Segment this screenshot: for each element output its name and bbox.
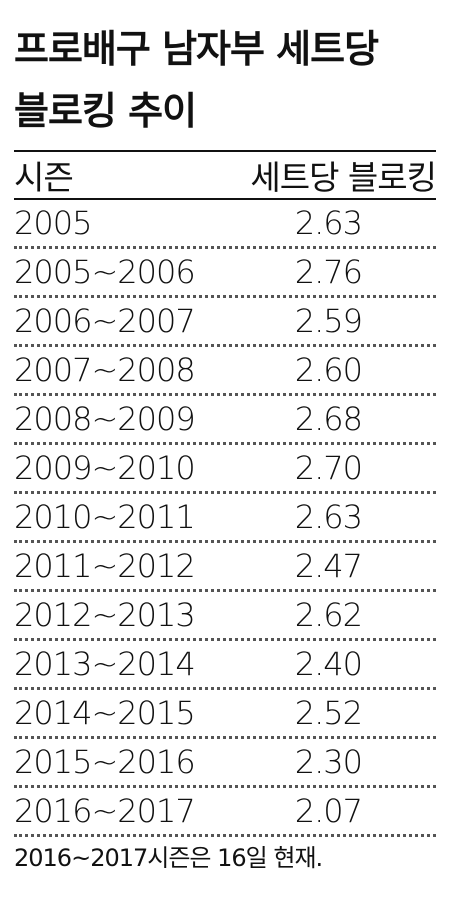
chart-title: 프로배구 남자부 세트당 블로킹 추이 [14,18,379,142]
blocking-value-cell: 2.63 [294,498,363,536]
data-table: 시즌 세트당 블로킹 2005 2.63 2005~2006 2.76 2006~200… [14,150,437,837]
blocking-value-cell: 2.07 [294,792,363,830]
season-cell: 2006~2007 [14,302,196,340]
footnote: 2016~2017시즌은 16일 현재. [14,844,323,872]
table-row: 2015~2016 2.30 [14,739,436,788]
blocking-value-cell: 2.40 [294,645,363,683]
season-cell: 2010~2011 [14,498,196,536]
season-cell: 2008~2009 [14,400,196,438]
table-row: 2008~2009 2.68 [14,396,436,445]
table-row: 2011~2012 2.47 [14,543,436,592]
blocking-value-cell: 2.63 [294,204,363,242]
blocking-value-cell: 2.68 [294,400,363,438]
table-body: 2005 2.63 2005~2006 2.76 2006~2007 2.59 2007~2… [14,200,436,837]
blocking-value-cell: 2.47 [294,547,363,585]
blocking-value-cell: 2.52 [294,694,363,732]
blocking-value-cell: 2.62 [294,596,363,634]
blocking-value-cell: 2.59 [294,302,363,340]
season-cell: 2005 [14,204,92,242]
season-cell: 2014~2015 [14,694,196,732]
table-row: 2013~2014 2.40 [14,641,436,690]
table-top-rule [14,150,436,152]
column-header-blocking: 세트당 블로킹 [250,158,437,197]
season-cell: 2013~2014 [14,645,196,683]
blocking-value-cell: 2.30 [294,743,363,781]
season-cell: 2007~2008 [14,351,196,389]
season-cell: 2015~2016 [14,743,196,781]
table-row: 2014~2015 2.52 [14,690,436,739]
table-header: 시즌 세트당 블로킹 [14,152,437,198]
column-header-season: 시즌 [14,158,74,197]
table-row: 2010~2011 2.63 [14,494,436,543]
table-row: 2005~2006 2.76 [14,249,436,298]
season-cell: 2009~2010 [14,449,196,487]
table-row: 2012~2013 2.62 [14,592,436,641]
table-row: 2016~2017 2.07 [14,788,436,837]
season-cell: 2012~2013 [14,596,196,634]
blocking-value-cell: 2.76 [294,253,363,291]
table-row: 2007~2008 2.60 [14,347,436,396]
table-row: 2006~2007 2.59 [14,298,436,347]
blocking-value-cell: 2.70 [294,449,363,487]
title-line-1: 프로배구 남자부 세트당 [14,27,379,71]
table-header-rule [14,198,436,200]
title-line-2: 블로킹 추이 [14,89,197,133]
season-cell: 2016~2017 [14,792,196,830]
table-row: 2005 2.63 [14,200,436,249]
table-row: 2009~2010 2.70 [14,445,436,494]
blocking-value-cell: 2.60 [294,351,363,389]
season-cell: 2011~2012 [14,547,196,585]
season-cell: 2005~2006 [14,253,196,291]
